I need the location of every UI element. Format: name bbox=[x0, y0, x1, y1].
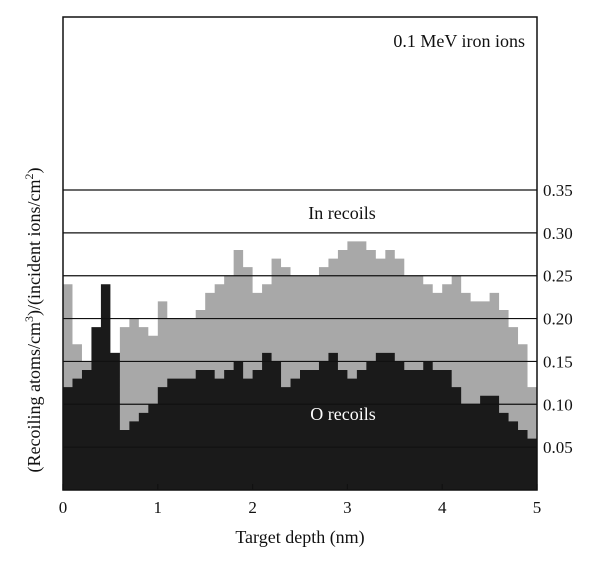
y-tick-label-6: 0.35 bbox=[543, 181, 573, 200]
annotation-o-recoils: O recoils bbox=[310, 404, 375, 424]
x-tick-label-0: 0 bbox=[59, 498, 68, 517]
series-area-o-recoils bbox=[63, 284, 537, 490]
x-tick-label-1: 1 bbox=[154, 498, 163, 517]
x-tick-label-4: 4 bbox=[438, 498, 447, 517]
x-tick-label-3: 3 bbox=[343, 498, 352, 517]
y-axis-label: (Recoiling atoms/cm3)/(incident ions/cm2… bbox=[22, 168, 45, 473]
x-axis-ticks: 0 1 2 3 4 5 bbox=[59, 484, 542, 517]
gridlines bbox=[63, 189, 537, 448]
y-axis-ticks: 0.05 0.10 0.15 0.20 0.25 0.30 0.35 bbox=[543, 181, 573, 457]
y-tick-label-1: 0.10 bbox=[543, 395, 573, 414]
y-tick-label-4: 0.25 bbox=[543, 267, 573, 286]
chart-title: 0.1 MeV iron ions bbox=[393, 31, 525, 51]
plot-frame bbox=[62, 16, 538, 491]
annotation-in-recoils: In recoils bbox=[308, 203, 375, 223]
y-tick-label-5: 0.30 bbox=[543, 224, 573, 243]
y-tick-label-3: 0.20 bbox=[543, 310, 573, 329]
x-tick-label-5: 5 bbox=[533, 498, 542, 517]
y-tick-label-2: 0.15 bbox=[543, 352, 573, 371]
x-tick-label-2: 2 bbox=[248, 498, 257, 517]
x-axis-label: Target depth (nm) bbox=[235, 527, 364, 548]
chart-areas bbox=[63, 241, 537, 490]
y-tick-label-0: 0.05 bbox=[543, 438, 573, 457]
